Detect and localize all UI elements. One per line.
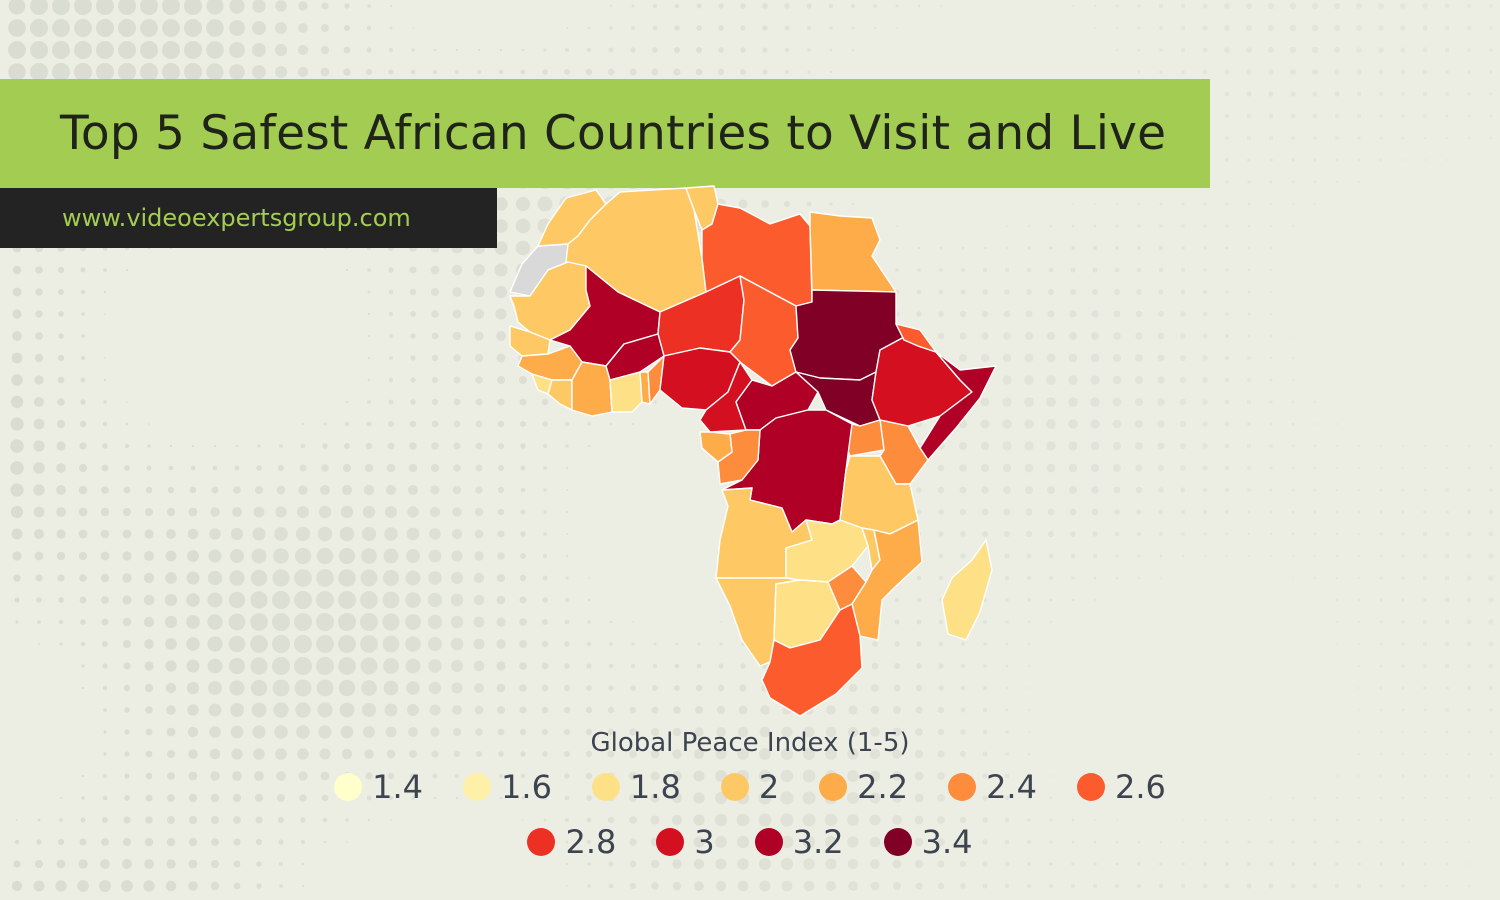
country-mozambique[interactable] (851, 519, 923, 641)
country-ghana[interactable] (609, 371, 643, 413)
legend-swatch (754, 828, 783, 856)
legend-row: 2.8 3 3.2 3.4 (0, 823, 1500, 861)
page-title: Top 5 Safest African Countries to Visit … (60, 106, 1167, 161)
legend-item[interactable]: 2.2 (819, 768, 908, 806)
legend-item[interactable]: 2.4 (948, 768, 1037, 806)
legend-item[interactable]: 2.6 (1076, 768, 1166, 806)
legend-item[interactable]: 3 (656, 823, 715, 861)
legend-label: 3.4 (921, 823, 973, 861)
legend-item[interactable]: 2 (720, 768, 780, 806)
legend-row: 1.4 1.6 1.8 2 2.2 2.4 2.6 (0, 768, 1500, 806)
legend-label: 2.6 (1114, 768, 1166, 806)
legend-swatch (819, 773, 848, 801)
legend-swatch (334, 773, 363, 801)
legend-label: 2.4 (986, 768, 1037, 806)
legend-label: 2 (758, 768, 780, 806)
legend-label: 2.2 (857, 768, 909, 806)
legend-label: 3 (694, 823, 715, 861)
country-cote-d-ivoire[interactable] (571, 361, 613, 417)
legend-swatch (591, 773, 620, 801)
country-liberia[interactable] (547, 379, 573, 411)
legend-swatch (463, 773, 492, 801)
legend-item[interactable]: 3.4 (883, 823, 973, 861)
legend-swatch (1076, 773, 1105, 801)
legend-item[interactable]: 1.8 (591, 768, 681, 806)
site-url: www.videoexpertsgroup.com (62, 204, 411, 232)
legend-label: 3.2 (792, 823, 844, 861)
legend-item[interactable]: 1.4 (334, 768, 423, 806)
legend-item[interactable]: 1.6 (463, 768, 552, 806)
legend-swatch (948, 773, 977, 801)
country-egypt[interactable] (809, 211, 897, 293)
legend-swatch (656, 828, 685, 856)
country-gabon[interactable] (699, 431, 733, 463)
legend-label: 1.8 (629, 768, 681, 806)
url-banner: www.videoexpertsgroup.com (0, 188, 497, 248)
legend-label: 1.4 (372, 768, 424, 806)
legend-swatch (527, 828, 556, 856)
legend-label: 1.6 (501, 768, 552, 806)
legend-swatch (883, 828, 912, 856)
legend-item[interactable]: 2.8 (527, 823, 616, 861)
title-banner: Top 5 Safest African Countries to Visit … (0, 79, 1210, 188)
legend-swatch (720, 773, 749, 801)
country-eritrea[interactable] (895, 323, 937, 353)
legend-item[interactable]: 3.2 (754, 823, 844, 861)
legend-title: Global Peace Index (1-5) (590, 728, 910, 758)
legend-label: 2.8 (565, 823, 617, 861)
country-madagascar[interactable] (941, 539, 993, 641)
country-south-africa[interactable] (761, 603, 863, 717)
country-zimbabwe[interactable] (827, 565, 867, 611)
